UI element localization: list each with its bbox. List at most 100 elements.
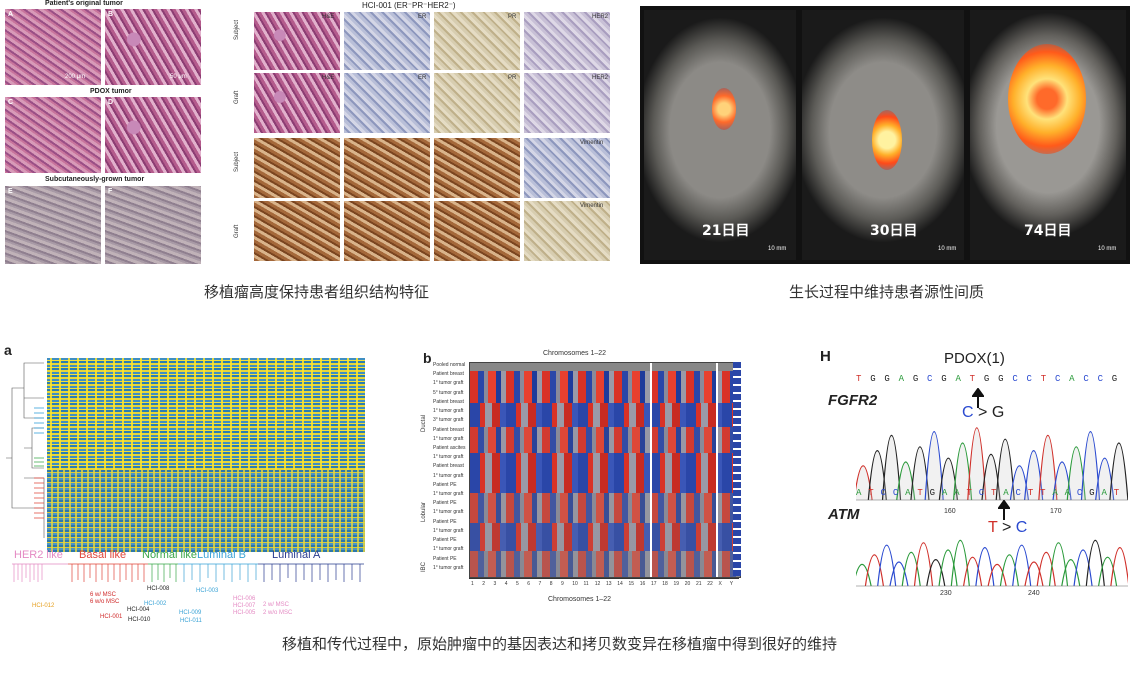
base-letter: A xyxy=(1052,488,1058,498)
ihc-cell xyxy=(344,73,430,133)
cnv-row-label: 5° tumor graft xyxy=(433,389,464,396)
stain-label: ER xyxy=(418,14,427,20)
cnv-row-label: 1° tumor graft xyxy=(433,564,464,571)
chromosome-tick: 21 xyxy=(696,581,702,587)
row-label-4: Graft xyxy=(234,224,240,238)
base-letter: C xyxy=(1076,488,1083,498)
chromatogram-peak xyxy=(1038,434,1058,501)
sample-label: 6 w/o MSC xyxy=(90,599,120,605)
base-letter: A xyxy=(1064,488,1071,498)
group-lobular: Lobular xyxy=(421,501,427,522)
chromatogram-atm xyxy=(856,539,1128,587)
chromatogram-peak xyxy=(1009,465,1030,501)
mut1-arrow: > xyxy=(978,404,988,421)
sample-label: HCI-004 xyxy=(127,607,150,613)
base-letter: C xyxy=(1097,374,1103,384)
cnv-row-label: Patient breast xyxy=(433,398,464,405)
base-letter: T xyxy=(917,488,923,498)
base-letter: A xyxy=(1101,488,1107,498)
chromatogram-peak xyxy=(889,561,909,587)
sample-label: HCI-012 xyxy=(32,603,55,609)
cnv-bottom-label: Chromosomes 1–22 xyxy=(548,596,612,603)
base-letter: T xyxy=(1113,488,1120,498)
base-letter: T xyxy=(1040,488,1046,498)
chromosome-tick: 8 xyxy=(549,581,553,587)
caption-stroma: 生长过程中维持患者源性间质 xyxy=(789,283,985,301)
chromatogram-peak xyxy=(1110,547,1128,587)
scale-bar-a: 200 μm xyxy=(65,74,86,80)
base-letter: T xyxy=(1040,374,1047,384)
chromatogram-peak xyxy=(1097,556,1118,587)
panel-b-letter: b xyxy=(423,350,432,366)
base-letter: A xyxy=(941,488,948,498)
cnv-row-label: 1° tumor graft xyxy=(433,491,464,498)
base-letter: G xyxy=(884,374,890,384)
ihc-cell xyxy=(434,12,520,70)
mouse-image-2: 30日目 10 mm xyxy=(802,10,964,260)
panel-letter-b: B xyxy=(108,11,114,18)
cnv-row-label: Patient breast xyxy=(433,463,464,470)
base-letter: T xyxy=(966,488,972,498)
chromosome-tick: 4 xyxy=(504,581,508,587)
mutation-atm: T > C xyxy=(988,519,1027,537)
cnv-band xyxy=(470,523,740,551)
panel-letter-d: D xyxy=(108,99,114,106)
day-label-3: 74日目 xyxy=(1024,223,1072,239)
day-label-2: 30日目 xyxy=(870,223,918,239)
ihc-cell xyxy=(524,73,610,133)
panel-b: b Chromosomes 1–22 Ductal Lobular IBC Po… xyxy=(421,350,765,610)
tumor-signal-3 xyxy=(1008,44,1086,154)
sample-label: HCI-002 xyxy=(144,601,167,607)
chromatogram-fgfr2 xyxy=(856,427,1128,501)
cnv-row-label: 1° tumor graft xyxy=(433,454,464,461)
gene-fgfr2: FGFR2 xyxy=(828,392,878,409)
chromatogram-peak xyxy=(1024,561,1044,587)
cnv-row-label: 1° tumor graft xyxy=(433,380,464,387)
ihc-cell xyxy=(434,138,520,198)
expression-heatmap xyxy=(47,358,365,470)
mut1-from: C xyxy=(962,404,974,421)
chromosome-tick: 2 xyxy=(482,581,486,587)
patient-tumor-label: Patient's original tumor xyxy=(45,0,123,7)
cnv-band xyxy=(470,493,740,523)
tick-label: 230 xyxy=(940,590,952,597)
base-letter: G xyxy=(1111,374,1118,384)
chromosome-tick: 18 xyxy=(662,581,668,587)
tick-label: 160 xyxy=(944,508,956,515)
sample-label: HCI-008 xyxy=(147,586,170,592)
sample-label: HCI-007 xyxy=(233,603,256,609)
ihc-cell xyxy=(254,73,340,133)
cnv-band xyxy=(470,371,740,403)
imaging-panel: 21日目 10 mm 30日目 10 mm 74日目 10 mm xyxy=(640,6,1130,264)
row-label-2: Graft xyxy=(234,90,240,104)
panel-letter-a: A xyxy=(8,11,14,18)
chromatogram-peak xyxy=(1048,542,1069,587)
base-letter: C xyxy=(892,488,899,498)
sample-label: HCI-011 xyxy=(180,618,202,624)
chromosome-tick: 1 xyxy=(471,581,474,587)
gene-atm: ATM xyxy=(828,506,860,523)
cnv-row-label: 1° tumor graft xyxy=(433,509,464,516)
scale-label-3: 10 mm xyxy=(1098,246,1117,252)
chromatogram-peak xyxy=(1109,442,1128,501)
base-letter: C xyxy=(1012,374,1018,384)
chromosome-tick: 22 xyxy=(707,581,713,587)
scale-label-1: 10 mm xyxy=(768,246,787,252)
tumor-signal-1 xyxy=(712,88,736,130)
ihc-title: HCI-001 (ER⁻PR⁻HER2⁻) xyxy=(362,1,456,10)
row-label-3: Subject xyxy=(234,151,240,172)
ihc-cell xyxy=(254,201,340,261)
panel-a: a HER2 like Basal like Normal like Lumin… xyxy=(4,340,366,624)
base-letter: G xyxy=(929,488,936,498)
group-ibc: IBC xyxy=(421,561,427,572)
base-letter: C xyxy=(1015,488,1021,498)
chromosome-tick: 9 xyxy=(561,581,564,587)
column-dendrogram xyxy=(12,563,364,582)
arrow-up-icon xyxy=(972,388,984,408)
base-letter: A xyxy=(1069,374,1075,384)
chromosome-tick: 7 xyxy=(538,581,542,587)
chromosome-tick: 5 xyxy=(516,581,519,587)
chromosome-tick: Y xyxy=(729,581,734,587)
chromatogram-peak xyxy=(967,427,987,501)
